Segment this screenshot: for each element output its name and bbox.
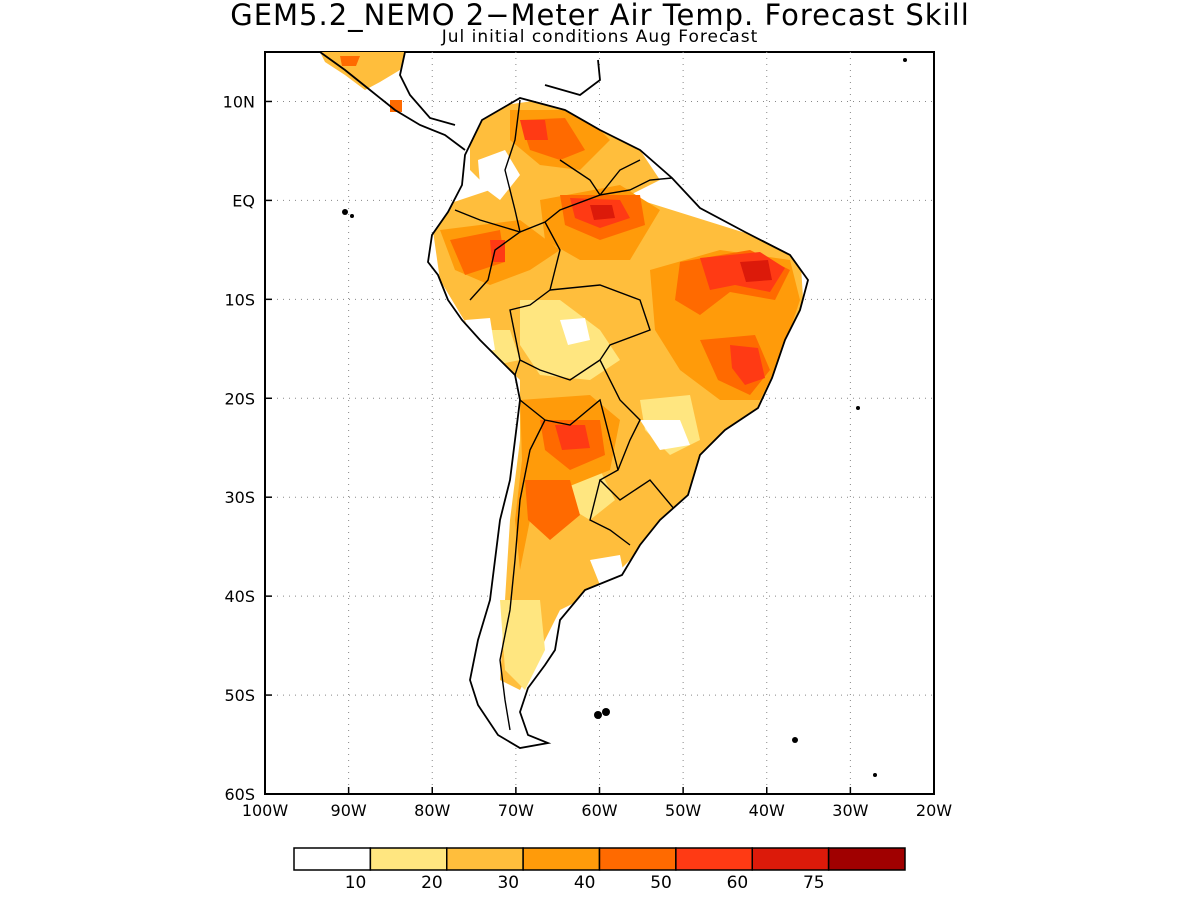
y-tick-label: 20S	[224, 389, 255, 408]
islands	[342, 58, 907, 777]
x-tick-label: 40W	[749, 801, 785, 820]
colorbar-label: 50	[650, 873, 672, 893]
y-tick-label: 40S	[224, 587, 255, 606]
colorbar-swatch	[369, 847, 448, 871]
colorbar-swatch	[446, 847, 524, 871]
y-tick-label: 10N	[223, 92, 255, 111]
colorbar-swatch	[522, 847, 601, 871]
y-tick-label: EQ	[232, 191, 255, 210]
y-axis: 10N EQ 10S 20S 30S 40S 50S 60S	[223, 92, 272, 804]
colorbar: 10 20 30 40 50 60 75	[293, 847, 906, 893]
x-tick-label: 70W	[498, 801, 534, 820]
colorbar-swatch	[827, 847, 906, 871]
chart-subtitle: Jul initial conditions Aug Forecast	[441, 27, 759, 47]
y-tick-label: 50S	[224, 686, 255, 705]
y-tick-label: 60S	[224, 785, 255, 804]
colorbar-label: 30	[497, 873, 519, 893]
x-tick-label: 20W	[916, 801, 952, 820]
colorbar-label: 10	[345, 873, 367, 893]
y-tick-label: 30S	[224, 488, 255, 507]
colorbar-swatch	[751, 847, 830, 871]
colorbar-swatch	[675, 847, 753, 871]
colorbar-label: 75	[803, 873, 825, 893]
y-tick-label: 10S	[224, 290, 255, 309]
x-tick-label: 90W	[331, 801, 367, 820]
colorbar-label: 20	[421, 873, 443, 893]
chart-title: GEM5.2_NEMO 2−Meter Air Temp. Forecast S…	[230, 0, 970, 32]
coastlines	[319, 52, 809, 749]
x-tick-label: 60W	[581, 801, 617, 820]
country-borders	[454, 99, 677, 731]
x-tick-label: 100W	[242, 801, 289, 820]
x-tick-label: 80W	[414, 801, 450, 820]
colorbar-label: 40	[574, 873, 596, 893]
colorbar-swatch	[293, 847, 372, 871]
x-tick-label: 50W	[665, 801, 701, 820]
colorbar-label: 60	[727, 873, 749, 893]
x-axis: 100W 90W 80W 70W 60W 50W 40W 30W 20W	[242, 787, 952, 820]
x-tick-label: 30W	[832, 801, 868, 820]
colorbar-swatch	[598, 847, 677, 871]
